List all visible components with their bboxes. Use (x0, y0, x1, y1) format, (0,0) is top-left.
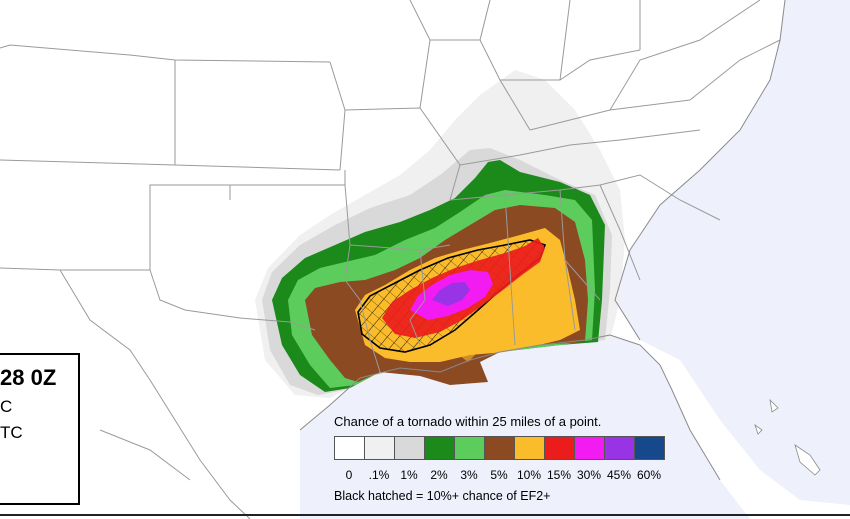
issuance-info-box: 28 0Z C TC (0, 353, 80, 505)
legend-label: 5% (490, 468, 508, 482)
risk-legend: Chance of a tornado within 25 miles of a… (331, 414, 681, 509)
mexico-inland (99, 429, 191, 481)
info-box-line-2: C (0, 397, 13, 416)
legend-swatch (454, 436, 485, 460)
info-box-line-3: TC (0, 423, 23, 442)
east-coastline (614, 0, 786, 341)
legend-swatch (604, 436, 635, 460)
legend-label: 1% (400, 468, 418, 482)
state-borders (0, 0, 781, 373)
legend-swatch (484, 436, 515, 460)
legend-labels: 0 .1% 1% 2% 3% 5% 10% 15% 30% 45% 60% (334, 468, 664, 482)
legend-label: 2% (430, 468, 448, 482)
legend-swatches (334, 436, 665, 460)
legend-swatch (334, 436, 365, 460)
risk-area-45pct (432, 282, 470, 306)
legend-label: 45% (606, 468, 632, 482)
legend-note: Black hatched = 10%+ chance of EF2+ (334, 489, 551, 503)
legend-title: Chance of a tornado within 25 miles of a… (334, 414, 602, 429)
legend-swatch (424, 436, 455, 460)
bottom-divider (0, 514, 850, 516)
gulf-of-mexico (300, 335, 750, 519)
legend-label: 0 (345, 468, 353, 482)
legend-label: 3% (460, 468, 478, 482)
legend-swatch (364, 436, 395, 460)
mexico-border (59, 269, 251, 519)
legend-label: 60% (636, 468, 662, 482)
legend-swatch (514, 436, 545, 460)
legend-label: 30% (576, 468, 602, 482)
legend-label: 15% (546, 468, 572, 482)
legend-swatch (544, 436, 575, 460)
legend-swatch (394, 436, 425, 460)
legend-swatch (634, 436, 665, 460)
legend-label: .1% (368, 468, 390, 482)
islands (754, 398, 821, 476)
info-box-title: 28 0Z (0, 365, 57, 390)
legend-label: 10% (516, 468, 542, 482)
atlantic-ocean (615, 0, 850, 505)
coastal-detail (455, 345, 475, 362)
legend-swatch (574, 436, 605, 460)
coastline (299, 334, 721, 481)
